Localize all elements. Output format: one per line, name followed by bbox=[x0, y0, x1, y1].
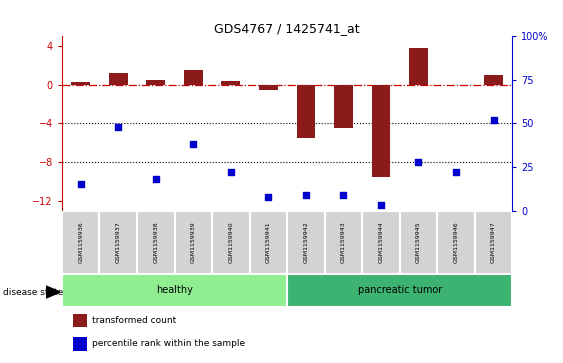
Polygon shape bbox=[46, 286, 60, 298]
Text: GSM1159944: GSM1159944 bbox=[378, 221, 383, 263]
Text: healthy: healthy bbox=[156, 285, 193, 295]
Bar bbox=[175, 211, 212, 274]
Bar bbox=[72, 82, 90, 85]
Bar bbox=[62, 274, 287, 307]
Text: GSM1159936: GSM1159936 bbox=[78, 221, 83, 263]
Point bbox=[414, 159, 423, 165]
Text: transformed count: transformed count bbox=[92, 316, 176, 325]
Bar bbox=[100, 211, 137, 274]
Bar bbox=[249, 211, 287, 274]
Point bbox=[226, 169, 235, 175]
Bar bbox=[437, 211, 475, 274]
Text: GSM1159939: GSM1159939 bbox=[191, 221, 196, 263]
Point bbox=[377, 203, 386, 208]
Bar bbox=[372, 85, 390, 177]
Point bbox=[452, 169, 461, 175]
Bar bbox=[221, 81, 240, 85]
Bar bbox=[362, 211, 400, 274]
Point bbox=[339, 192, 348, 198]
Bar bbox=[334, 85, 353, 128]
Point bbox=[151, 176, 160, 182]
Text: percentile rank within the sample: percentile rank within the sample bbox=[92, 339, 245, 348]
Title: GDS4767 / 1425741_at: GDS4767 / 1425741_at bbox=[215, 22, 360, 35]
Bar bbox=[287, 211, 325, 274]
Point bbox=[114, 124, 123, 130]
Text: GSM1159943: GSM1159943 bbox=[341, 221, 346, 263]
Text: GSM1159941: GSM1159941 bbox=[266, 221, 271, 263]
Point bbox=[264, 194, 273, 200]
Text: disease state: disease state bbox=[3, 288, 63, 297]
Bar bbox=[62, 211, 100, 274]
Point bbox=[301, 192, 310, 198]
Bar bbox=[409, 48, 428, 85]
Bar bbox=[475, 211, 512, 274]
Bar bbox=[184, 70, 203, 85]
Text: GSM1159938: GSM1159938 bbox=[153, 221, 158, 263]
Text: GSM1159942: GSM1159942 bbox=[303, 221, 309, 263]
Bar bbox=[137, 211, 175, 274]
Bar bbox=[325, 211, 362, 274]
Bar bbox=[146, 80, 165, 85]
Point bbox=[189, 142, 198, 147]
Bar bbox=[259, 85, 278, 90]
Point bbox=[76, 182, 85, 187]
Text: GSM1159947: GSM1159947 bbox=[491, 221, 496, 263]
Text: GSM1159945: GSM1159945 bbox=[416, 221, 421, 263]
Text: GSM1159946: GSM1159946 bbox=[454, 221, 458, 263]
Text: GSM1159940: GSM1159940 bbox=[229, 221, 233, 263]
Point bbox=[489, 117, 498, 123]
Bar bbox=[297, 85, 315, 138]
Text: pancreatic tumor: pancreatic tumor bbox=[358, 285, 442, 295]
Bar bbox=[212, 211, 249, 274]
Bar bbox=[287, 274, 512, 307]
Bar bbox=[400, 211, 437, 274]
Bar bbox=[109, 73, 128, 85]
Bar bbox=[484, 75, 503, 85]
Text: GSM1159937: GSM1159937 bbox=[116, 221, 120, 263]
